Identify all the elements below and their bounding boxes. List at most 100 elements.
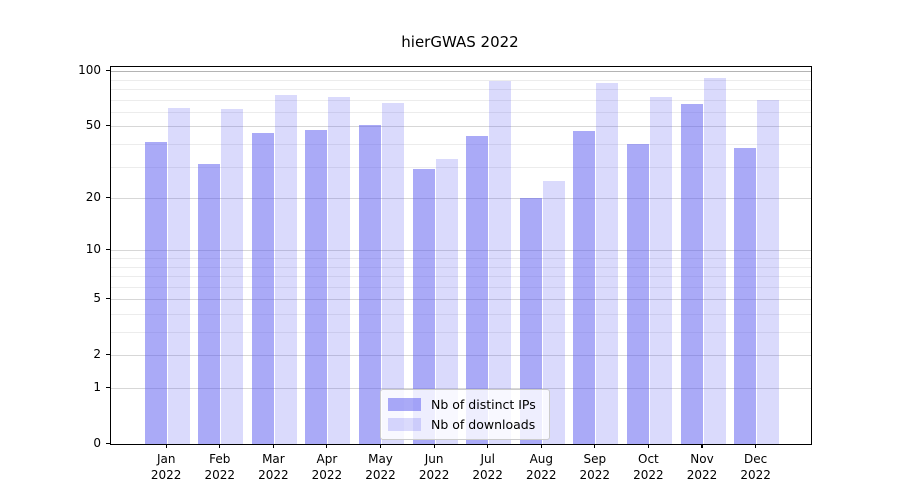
x-tick-label: Apr 2022 <box>300 451 354 483</box>
x-tick-label-month: Feb <box>209 452 231 466</box>
legend-label-distinct-ips: Nb of distinct IPs <box>431 397 536 412</box>
x-tick-label-year: 2022 <box>686 468 718 482</box>
x-tick-label: Jul 2022 <box>461 451 515 483</box>
legend-item-downloads: Nb of downloads <box>388 417 536 432</box>
legend-swatch-distinct-ips <box>388 398 421 411</box>
gridline-minor <box>111 88 811 90</box>
x-tick-label: Jun 2022 <box>407 451 461 483</box>
x-tick-label: Aug 2022 <box>514 451 568 483</box>
bar-downloads-jul <box>489 81 512 444</box>
x-tick-label-month: Nov <box>690 452 714 466</box>
bar-downloads-may <box>382 103 404 444</box>
bar-distinct-ips-aug <box>519 198 542 444</box>
y-tick-label: 50 <box>85 118 101 133</box>
x-tick-label-month: Aug <box>529 452 554 466</box>
x-tick-label-year: 2022 <box>365 468 396 482</box>
bar-downloads-apr <box>328 97 351 444</box>
bar-distinct-ips-oct <box>626 143 649 444</box>
bar-distinct-ips-jan <box>144 142 167 444</box>
gridline-minor <box>111 266 811 268</box>
gridline-major <box>111 299 811 301</box>
x-tick <box>326 444 328 448</box>
legend-swatch-downloads <box>388 418 421 431</box>
gridline-minor <box>111 313 811 315</box>
x-tick-label-year: 2022 <box>204 468 236 482</box>
bar-distinct-ips-sep <box>573 131 596 444</box>
x-tick-label-month: Jun <box>424 452 444 466</box>
y-tick-label: 10 <box>85 242 101 257</box>
bar-distinct-ips-dec <box>734 148 757 444</box>
chart-title: hierGWAS 2022 <box>401 33 519 51</box>
y-tick <box>105 249 110 251</box>
bar-distinct-ips-feb <box>198 164 221 444</box>
x-tick-label: Mar 2022 <box>246 451 300 483</box>
y-tick-label: 1 <box>93 380 101 394</box>
gridline-minor <box>111 276 811 277</box>
bar-distinct-ips-jun <box>412 169 435 444</box>
plot-area <box>110 66 812 445</box>
legend: Nb of distinct IPs Nb of downloads <box>380 389 550 440</box>
x-tick-label-year: 2022 <box>258 468 289 482</box>
x-tick <box>540 444 542 448</box>
gridline-minor <box>111 332 811 333</box>
y-tick <box>105 387 110 389</box>
gridline-minor <box>111 166 811 168</box>
gridline-minor <box>111 99 811 101</box>
y-tick-label: 100 <box>78 63 101 78</box>
x-tick-label-year: 2022 <box>740 468 771 482</box>
gridline-major <box>111 198 811 199</box>
x-tick <box>755 444 757 448</box>
gridline-major <box>111 388 811 389</box>
bar-distinct-ips-may <box>359 124 381 444</box>
bar-downloads-nov <box>703 77 726 444</box>
x-tick-label: Jan 2022 <box>139 451 193 483</box>
x-tick-label: Sep 2022 <box>568 451 622 483</box>
legend-label-downloads: Nb of downloads <box>431 417 536 432</box>
x-tick-label-month: Jan <box>156 452 176 466</box>
x-tick-label: Feb 2022 <box>193 451 247 483</box>
x-tick <box>487 444 489 448</box>
bar-downloads-oct <box>649 97 672 444</box>
gridline-minor <box>111 143 811 145</box>
x-tick-label-year: 2022 <box>311 468 343 482</box>
x-tick-label-year: 2022 <box>579 468 611 482</box>
gridline-major <box>111 355 811 357</box>
x-tick-label-month: Oct <box>638 452 659 466</box>
x-tick-label: May 2022 <box>354 451 408 483</box>
bar-distinct-ips-nov <box>680 104 703 444</box>
gridline-minor <box>111 111 811 113</box>
bar-downloads-feb <box>221 109 244 444</box>
x-tick-label-month: Apr <box>316 452 338 466</box>
x-tick-label-month: Mar <box>262 452 285 466</box>
bar-downloads-dec <box>757 99 780 444</box>
y-tick <box>105 354 110 356</box>
legend-item-distinct-ips: Nb of distinct IPs <box>388 397 536 412</box>
x-tick-label-year: 2022 <box>472 468 503 482</box>
y-tick-label: 0 <box>93 436 101 450</box>
x-tick-label-year: 2022 <box>150 468 182 482</box>
y-tick-label: 2 <box>93 347 101 362</box>
gridline-minor <box>111 257 811 259</box>
x-tick-label-month: Jul <box>480 452 495 466</box>
bar-distinct-ips-mar <box>251 132 274 444</box>
bar-downloads-sep <box>596 83 619 444</box>
gridline-major <box>111 71 811 73</box>
y-tick <box>105 70 110 72</box>
bar-distinct-ips-apr <box>305 129 328 444</box>
y-tick <box>105 125 110 127</box>
y-tick-label: 20 <box>85 190 101 204</box>
x-tick-label-month: Dec <box>743 452 768 466</box>
y-tick <box>105 298 110 300</box>
x-tick <box>647 444 649 448</box>
x-tick-label-month: Sep <box>583 452 607 466</box>
x-tick-label-year: 2022 <box>633 468 664 482</box>
bar-downloads-aug <box>542 180 565 444</box>
bar-downloads-jan <box>167 107 190 444</box>
bar-downloads-jun <box>435 159 458 444</box>
x-tick-label-month: May <box>368 452 393 466</box>
x-tick <box>272 444 274 448</box>
bar-downloads-mar <box>274 95 297 444</box>
y-tick-label: 5 <box>93 291 101 306</box>
x-tick <box>701 444 703 448</box>
